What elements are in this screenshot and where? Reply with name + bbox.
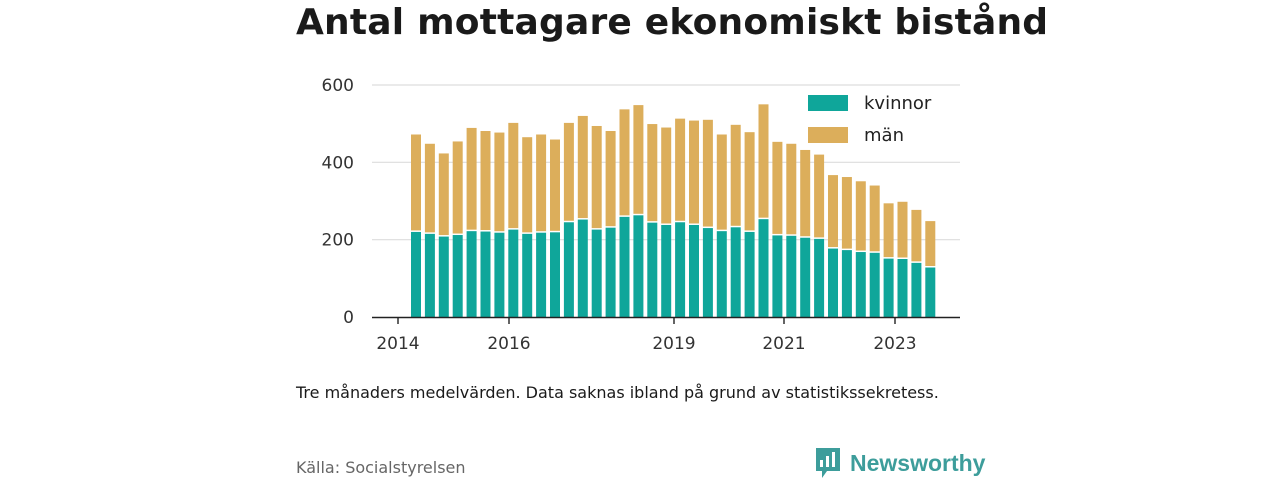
x-tick-label: 2014 [376,334,419,354]
brand-logo[interactable]: Newsworthy [814,446,985,480]
y-tick-label: 0 [343,308,354,328]
x-tick-label: 2016 [487,334,530,354]
chart-title: Antal mottagare ekonomiskt bistånd [296,2,1049,43]
bar-kvinnor [647,222,658,317]
bar-man [716,134,727,230]
y-tick-label: 600 [322,76,354,96]
bar-man [897,201,908,258]
bar-man [452,141,463,234]
bar-man [675,118,686,221]
x-tick-label: 2023 [873,334,916,354]
y-tick-label: 200 [322,231,354,251]
bar-man [814,154,825,238]
bar-kvinnor [619,216,630,317]
bar-man [925,221,936,267]
bar-kvinnor [452,235,463,317]
bar-man [869,185,880,252]
chart-note: Tre månaders medelvärden. Data saknas ib… [296,383,939,402]
bar-man [800,149,811,237]
bar-kvinnor [661,224,672,317]
bar-kvinnor [675,222,686,317]
bar-man [591,125,602,229]
bar-kvinnor [605,227,616,317]
bar-kvinnor [411,231,421,317]
bar-man [647,124,658,222]
bar-kvinnor [744,231,755,317]
bar-kvinnor [883,258,894,317]
bar-man [577,115,588,219]
bar-kvinnor [758,219,769,317]
bar-kvinnor [800,237,811,317]
legend-label: män [864,125,904,146]
bar-man [883,203,894,258]
bar-man [744,132,755,231]
newsworthy-logo-icon [816,448,840,478]
bar-kvinnor [869,252,880,317]
bar-man [758,104,769,218]
bar-kvinnor [536,232,547,317]
bar-kvinnor [591,229,602,317]
bar-man [550,139,560,231]
bar-kvinnor [772,235,783,317]
bar-man [411,134,421,231]
bar-man [466,127,477,230]
bar-man [828,175,838,248]
axes: 0 200 400 600 2014 2016 2019 2021 2023 [322,76,960,354]
legend: kvinnor män [808,93,932,146]
brand-name: Newsworthy [850,449,986,476]
bar-man [536,134,547,232]
bar-kvinnor [855,252,866,317]
bar-man [563,122,574,221]
bar-kvinnor [466,231,477,317]
bar-kvinnor [689,224,699,317]
bar-kvinnor [828,248,838,317]
bar-kvinnor [730,227,741,317]
bar-man [661,127,672,224]
bar-man [689,120,699,224]
bar-man [730,124,741,226]
bar-kvinnor [716,231,727,317]
bar-man [438,153,449,236]
bar-man [494,132,505,232]
bar-man [911,209,922,262]
legend-label: kvinnor [864,93,932,114]
bar-man [522,137,533,233]
bar-kvinnor [438,236,449,317]
bar-kvinnor [563,222,574,317]
y-tick-label: 400 [322,153,354,173]
bar-kvinnor [522,233,533,317]
bar-kvinnor [508,229,519,317]
bar-kvinnor [494,232,505,317]
bar-kvinnor [925,267,936,317]
bar-man [605,131,616,227]
bar-man [480,131,491,231]
bar-kvinnor [480,231,491,317]
bar-man [855,181,866,251]
legend-swatch [808,95,848,111]
bar-kvinnor [577,219,588,317]
bar-kvinnor [550,232,560,317]
bar-kvinnor [702,228,713,317]
bar-kvinnor [911,262,922,317]
bar-man [424,143,435,233]
bar-man [619,109,630,216]
bar-man [633,105,644,214]
x-tick-label: 2021 [762,334,805,354]
bar-kvinnor [786,235,797,317]
bar-kvinnor [633,215,644,317]
bar-kvinnor [424,233,435,317]
bar-kvinnor [897,259,908,317]
legend-swatch [808,127,848,143]
x-tick-label: 2019 [652,334,695,354]
bar-man [702,119,713,227]
source-text: Källa: Socialstyrelsen [296,458,466,477]
bar-man [841,177,852,249]
bar-man [786,143,797,235]
bar-man [772,141,783,234]
bar-kvinnor [814,238,825,317]
bars [411,104,936,317]
bar-man [508,122,519,229]
bar-kvinnor [841,250,852,317]
